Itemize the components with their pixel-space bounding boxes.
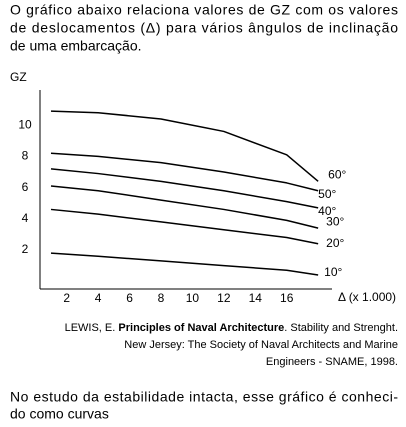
curve xyxy=(50,252,319,276)
intro-line: de deslocamentos (Δ) para vários ângulos… xyxy=(10,20,398,36)
x-tick-label: 14 xyxy=(249,291,263,305)
curve-label: 60° xyxy=(328,168,346,182)
caption-line: LEWIS, E. Principles of Naval Architectu… xyxy=(65,322,398,334)
curve-label: 10° xyxy=(324,265,342,279)
x-axis-label: Δ (x 1.000) xyxy=(338,290,396,304)
x-tick-label: 16 xyxy=(280,291,294,305)
y-axis-label: GZ xyxy=(10,70,27,84)
caption-title: Principles of Naval Architecture xyxy=(118,322,284,334)
curve-label: 40° xyxy=(318,204,336,218)
y-tick-label: 10 xyxy=(18,117,32,131)
x-tick-label: 4 xyxy=(95,291,102,305)
curve xyxy=(50,152,319,192)
curve xyxy=(50,185,319,229)
caption-line: Engineers - SNAME, 1998. xyxy=(266,356,398,368)
x-tick-label: 8 xyxy=(158,291,165,305)
caption-line: New Jersey: The Society of Naval Archite… xyxy=(124,339,398,351)
intro-line: O gráfico abaixo relaciona valores de GZ… xyxy=(10,2,398,18)
caption-rest: . Stability and Strenght. xyxy=(284,322,398,334)
curve-label: 50° xyxy=(318,187,336,201)
y-tick-label: 6 xyxy=(22,180,29,194)
intro-line: de uma embarcação. xyxy=(10,38,142,54)
question-line: do como curvas xyxy=(10,406,109,422)
x-tick-label: 2 xyxy=(63,291,70,305)
curve xyxy=(50,208,319,245)
y-tick-label: 4 xyxy=(22,211,29,225)
curve-label: 20° xyxy=(326,236,344,250)
curve-label: 30° xyxy=(326,214,344,228)
x-tick-label: 10 xyxy=(186,291,200,305)
y-tick-label: 8 xyxy=(22,149,29,163)
caption-author: LEWIS, E. xyxy=(65,322,116,334)
question-line: No estudo da estabilidade intacta, esse … xyxy=(10,389,398,405)
x-tick-label: 6 xyxy=(126,291,133,305)
curve xyxy=(50,110,319,182)
y-tick-label: 2 xyxy=(22,242,29,256)
x-tick-label: 12 xyxy=(217,291,231,305)
curve xyxy=(50,168,319,209)
